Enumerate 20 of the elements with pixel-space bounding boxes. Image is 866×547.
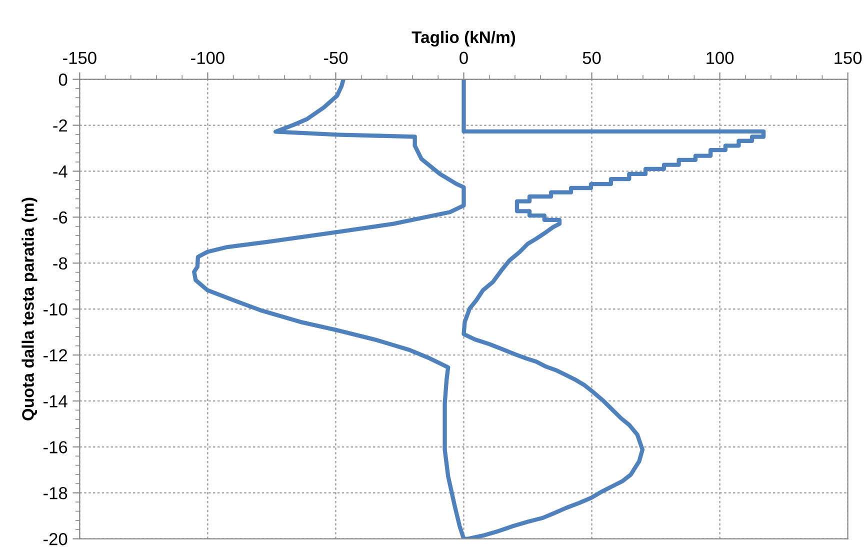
y-tick-label: -2 [53,119,67,132]
y-tick-label: -6 [53,211,68,224]
x-tick-label: 0 [460,52,468,64]
y-tick-label: -12 [44,349,67,362]
y-tick-label: -14 [44,395,68,408]
x-tick-label: -150 [63,52,96,64]
y-tick-label: 0 [58,73,68,86]
y-tick-label: -8 [53,257,68,270]
y-axis-title: Quota dalla testa paratia (m) [22,198,38,420]
y-tick-label: -10 [44,303,68,316]
x-tick-label: 150 [834,52,862,64]
x-tick-label: -50 [324,52,348,64]
x-axis-title: Taglio (kN/m) [412,30,516,47]
x-tick-label: 100 [706,52,734,64]
x-tick-label: 50 [582,52,601,64]
y-tick-label: -16 [44,441,68,454]
y-tick-label: -20 [44,532,68,546]
x-tick-label: -100 [191,52,224,64]
y-tick-label: -18 [44,487,68,500]
y-tick-label: -4 [53,166,68,178]
